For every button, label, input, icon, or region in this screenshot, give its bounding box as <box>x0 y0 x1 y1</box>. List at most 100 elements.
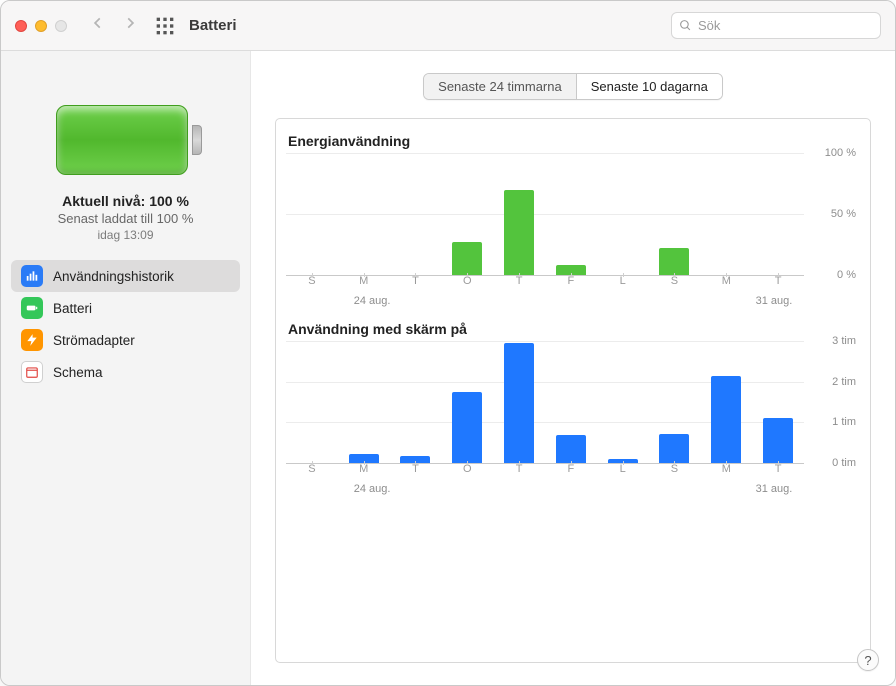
x-sublabel: 24 aug. <box>343 295 400 307</box>
x-sublabel: 31 aug. <box>745 295 802 307</box>
x-sublabel <box>573 295 630 307</box>
bar <box>493 190 545 275</box>
search-input[interactable] <box>671 12 881 39</box>
search-icon <box>679 19 692 32</box>
sidebar-nav: Användningshistorik Batteri Strömadapter Sc… <box>11 260 240 388</box>
bolt-icon <box>21 329 43 351</box>
x-sublabel <box>573 483 630 495</box>
battery-hero-icon <box>56 105 196 175</box>
main-content: Senaste 24 timmarnaSenaste 10 dagarna En… <box>251 51 895 685</box>
zoom-icon[interactable] <box>55 20 67 32</box>
help-button[interactable]: ? <box>857 649 879 671</box>
close-icon[interactable] <box>15 20 27 32</box>
x-tick: M <box>338 463 390 481</box>
x-tick: T <box>752 463 804 481</box>
x-sublabel <box>688 295 745 307</box>
x-sublabel <box>630 295 687 307</box>
x-tick: O <box>441 275 493 293</box>
x-sublabel <box>803 295 860 307</box>
sidebar-item-label: Batteri <box>53 301 92 316</box>
sidebar-item-calendar[interactable]: Schema <box>11 356 240 388</box>
x-sublabel <box>688 483 745 495</box>
bar <box>649 434 701 463</box>
x-sublabel: 24 aug. <box>343 483 400 495</box>
minimize-icon[interactable] <box>35 20 47 32</box>
x-tick: L <box>597 275 649 293</box>
screen-chart: Användning med skärm på SMTOTFLSMT 3 tim… <box>286 315 860 495</box>
bar <box>700 376 752 463</box>
x-sublabel <box>286 295 343 307</box>
screen-plot: SMTOTFLSMT <box>286 341 804 481</box>
bar <box>441 242 493 275</box>
bar <box>545 435 597 463</box>
show-all-button[interactable] <box>155 16 175 36</box>
search-wrap <box>671 12 881 39</box>
x-sublabel <box>516 483 573 495</box>
window-title: Batteri <box>189 17 237 34</box>
x-sublabel <box>286 483 343 495</box>
back-button[interactable] <box>91 16 105 35</box>
bar <box>752 418 804 463</box>
x-tick: O <box>441 463 493 481</box>
x-tick: T <box>752 275 804 293</box>
energy-sublabels: 24 aug. 31 aug. <box>286 295 860 307</box>
x-tick: M <box>338 275 390 293</box>
y-tick: 2 tim <box>832 376 856 388</box>
titlebar: Batteri <box>1 1 895 51</box>
body: Aktuell nivå: 100 % Senast laddat till 1… <box>1 51 895 685</box>
forward-button[interactable] <box>123 16 137 35</box>
energy-yaxis: 100 %50 %0 % <box>804 153 860 293</box>
x-tick: F <box>545 463 597 481</box>
x-sublabel <box>516 295 573 307</box>
x-tick: T <box>390 463 442 481</box>
bar <box>493 343 545 463</box>
x-tick: S <box>286 463 338 481</box>
x-tick: M <box>700 275 752 293</box>
y-tick: 50 % <box>831 208 856 220</box>
sidebar-item-label: Schema <box>53 365 103 380</box>
screen-yaxis: 3 tim2 tim1 tim0 tim <box>804 341 860 481</box>
x-tick: T <box>493 463 545 481</box>
x-tick: T <box>493 275 545 293</box>
sidebar-item-label: Strömadapter <box>53 333 135 348</box>
traffic-lights <box>15 20 67 32</box>
y-tick: 3 tim <box>832 335 856 347</box>
calendar-icon <box>21 361 43 383</box>
sidebar-item-battery[interactable]: Batteri <box>11 292 240 324</box>
x-tick: S <box>286 275 338 293</box>
x-sublabel <box>630 483 687 495</box>
screen-chart-title: Användning med skärm på <box>288 321 860 337</box>
energy-plot: SMTOTFLSMT <box>286 153 804 293</box>
battery-icon <box>21 297 43 319</box>
current-level: Aktuell nivå: 100 % <box>62 193 189 209</box>
x-tick: L <box>597 463 649 481</box>
nav-buttons <box>91 16 137 35</box>
time-range-segmented: Senaste 24 timmarnaSenaste 10 dagarna <box>423 73 723 100</box>
y-tick: 0 % <box>837 269 856 281</box>
sidebar-item-bolt[interactable]: Strömadapter <box>11 324 240 356</box>
last-charged-time: idag 13:09 <box>97 228 153 242</box>
last-charged: Senast laddat till 100 % <box>58 211 194 226</box>
segmented-option[interactable]: Senaste 10 dagarna <box>576 74 722 99</box>
sidebar: Aktuell nivå: 100 % Senast laddat till 1… <box>1 51 251 685</box>
energy-chart: Energianvändning SMTOTFLSMT 100 % 50 % 0 %… <box>286 127 860 307</box>
bar <box>649 248 701 275</box>
x-sublabel <box>401 295 458 307</box>
segmented-option[interactable]: Senaste 24 timmarna <box>424 74 576 99</box>
y-tick: 100 % <box>825 147 856 159</box>
x-sublabel <box>458 295 515 307</box>
x-sublabel <box>401 483 458 495</box>
y-tick: 0 tim <box>832 457 856 469</box>
x-sublabel <box>458 483 515 495</box>
x-sublabel <box>803 483 860 495</box>
sidebar-item-history[interactable]: Användningshistorik <box>11 260 240 292</box>
x-tick: S <box>649 275 701 293</box>
bar <box>441 392 493 463</box>
x-tick: S <box>649 463 701 481</box>
x-tick: M <box>700 463 752 481</box>
y-tick: 1 tim <box>832 416 856 428</box>
window: Batteri Aktuell nivå: 100 % Senast ladda… <box>0 0 896 686</box>
charts-panel: Energianvändning SMTOTFLSMT 100 %50 %0 %… <box>275 118 871 663</box>
screen-sublabels: 24 aug.31 aug. <box>286 483 860 495</box>
energy-chart-title: Energianvändning <box>288 133 860 149</box>
